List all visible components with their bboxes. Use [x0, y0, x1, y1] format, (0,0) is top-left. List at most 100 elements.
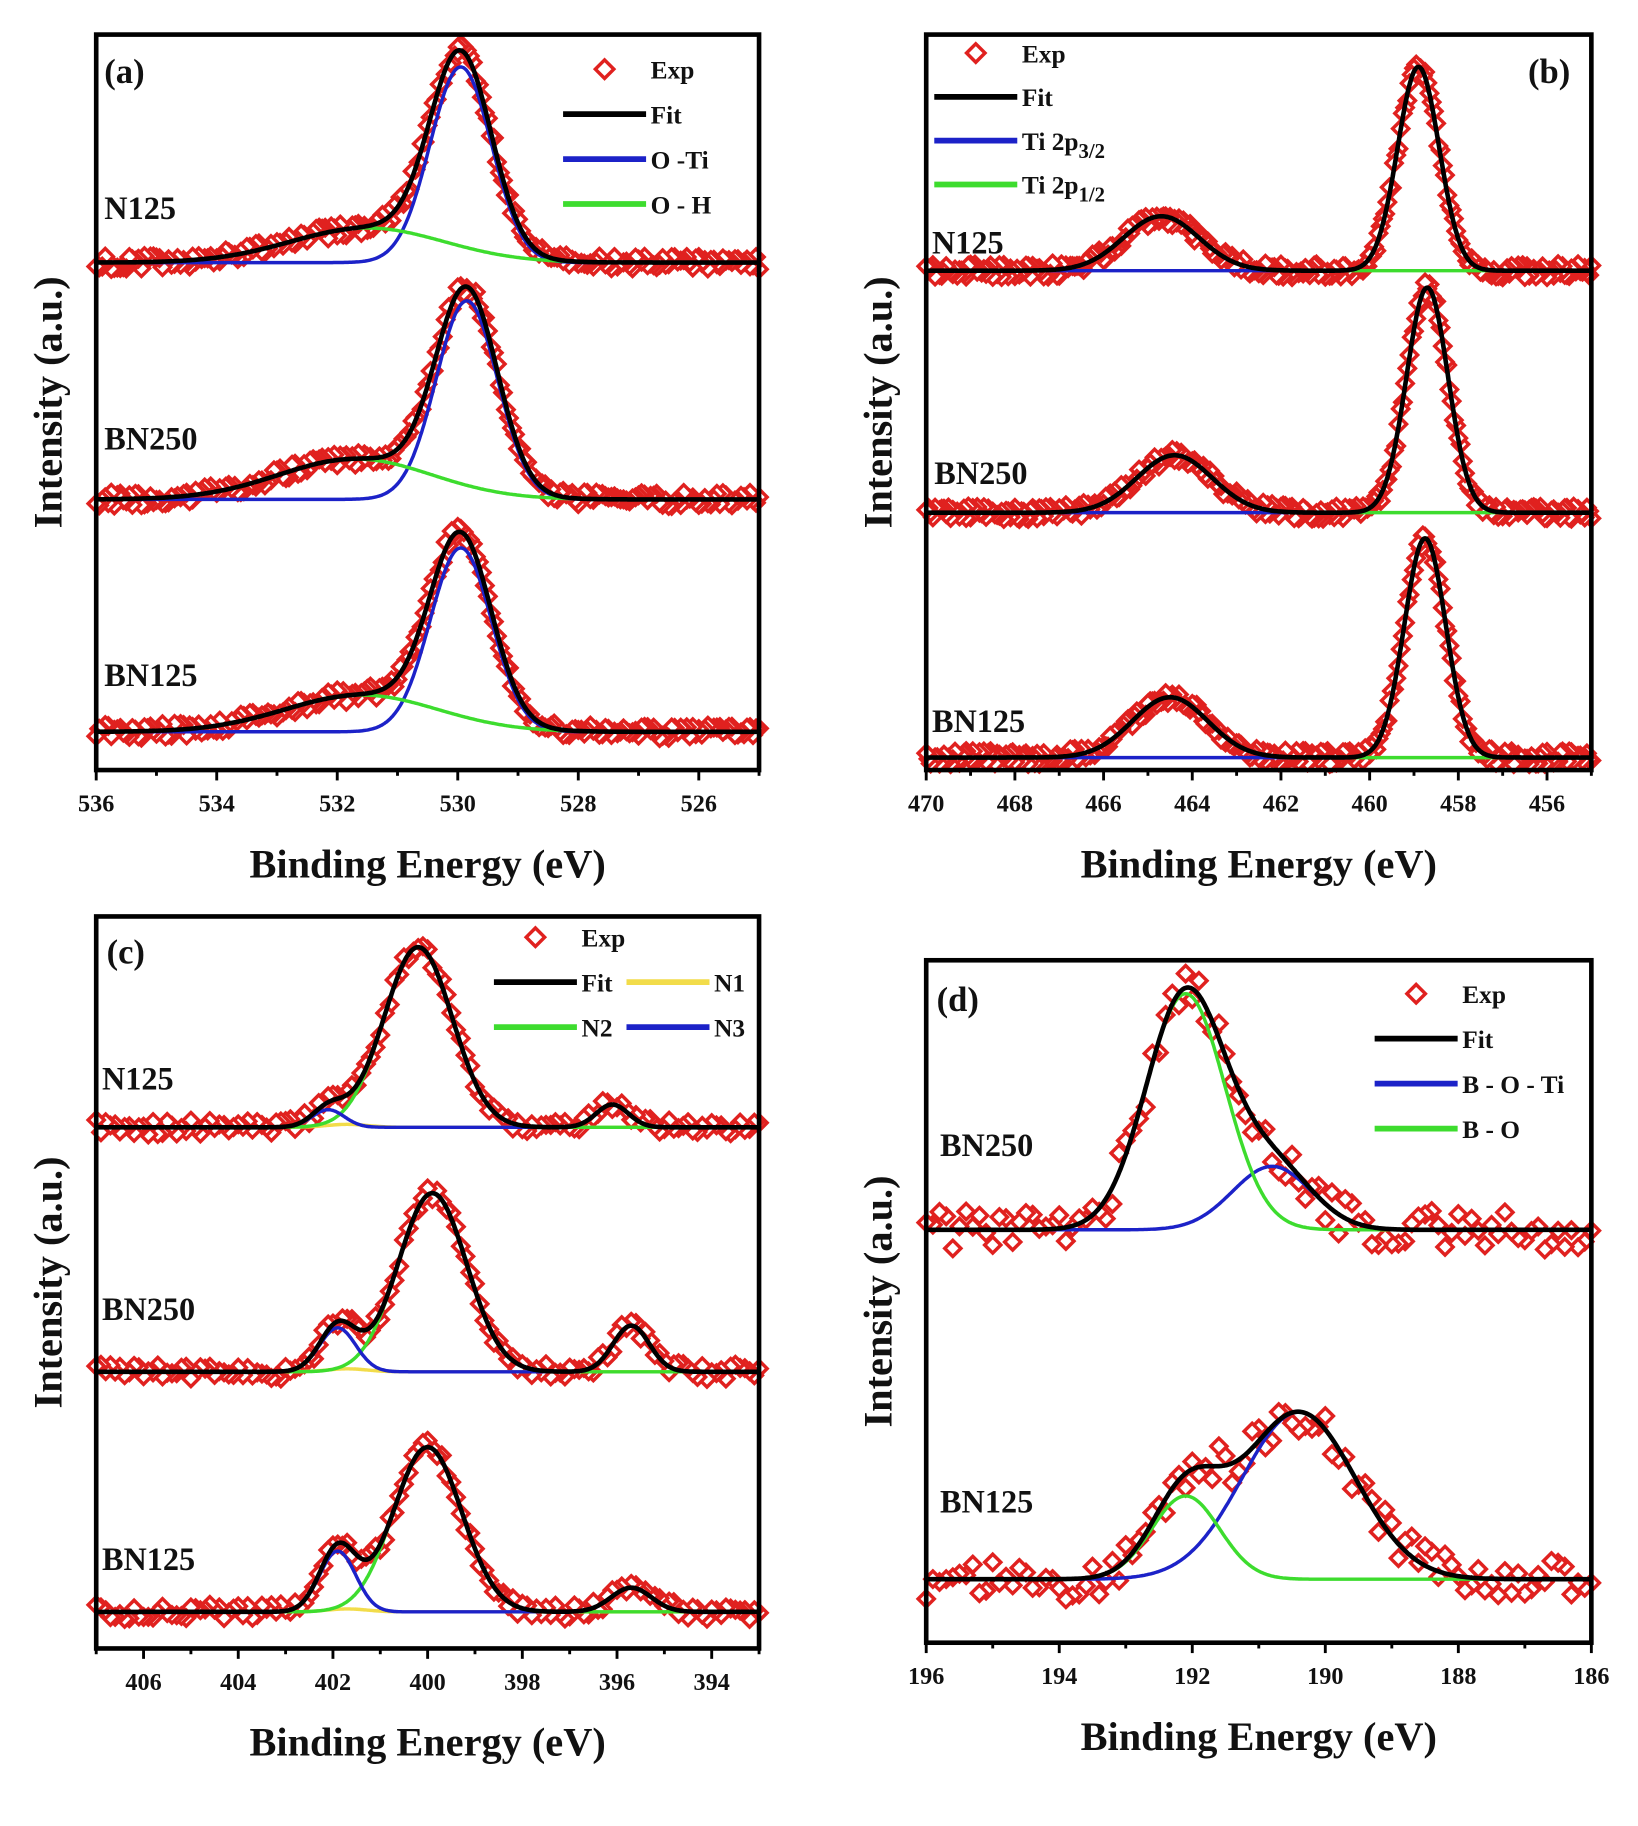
exp-point: [1208, 1435, 1230, 1457]
exp-point: [988, 1206, 1010, 1228]
exp-point: [1115, 1534, 1137, 1556]
exp-point: [1387, 1547, 1409, 1569]
panel-label: (b): [1528, 53, 1570, 91]
panel-b: 470 468 466 464 462 460 458 456 Binding Energy (…: [856, 32, 1602, 886]
legend-item: N1: [626, 969, 745, 997]
exp-point: [955, 1200, 977, 1223]
exp-point: [1188, 1464, 1210, 1486]
exp-point: [982, 1551, 1004, 1573]
fit-line: [96, 529, 760, 735]
exp-point: [1321, 1443, 1343, 1465]
x-tick-label: 192: [1174, 1663, 1210, 1690]
panel-a: 536 534 532 530 528 526 Binding Energy (eV) Int…: [26, 32, 770, 886]
exp-point: [1055, 1230, 1077, 1252]
x-tick-label: 468: [997, 791, 1033, 818]
x-tick-label: 534: [199, 791, 235, 818]
x-tick-label: 394: [694, 1669, 730, 1696]
x-tick-label: 528: [560, 791, 596, 818]
legend-item: N2: [493, 1014, 613, 1042]
x-tick-label: 400: [409, 1669, 445, 1696]
legend-label: Fit: [651, 101, 683, 129]
y-axis-label: Intensity (a.u.): [26, 1156, 71, 1408]
panel-d: 196 194 192 190 188 186 Binding Energy (eV) Int…: [856, 957, 1610, 1759]
fit-line: [96, 47, 760, 265]
sample-label: BN125: [102, 1541, 195, 1577]
exp-point: [1447, 1203, 1469, 1225]
fit-line: [96, 944, 760, 1130]
fit-line: [926, 285, 1592, 515]
exp-point: [1241, 1121, 1263, 1143]
sample-label: N125: [102, 1060, 174, 1096]
legend-subscript: 3/2: [1079, 141, 1106, 163]
x-tick-label: 536: [78, 791, 114, 818]
legend-item: N3: [626, 1014, 745, 1042]
x-tick-label: 396: [599, 1669, 635, 1696]
component-line: [96, 299, 760, 502]
fit-line: [96, 1190, 760, 1375]
exp-point: [982, 1234, 1004, 1256]
exp-points: [85, 935, 770, 1630]
x-tick-label: 402: [315, 1669, 351, 1696]
x-tick-label: 406: [125, 1669, 161, 1696]
legend-label: Fit: [1022, 84, 1054, 112]
legend-item: Ti 2p1/2: [934, 172, 1105, 207]
sample-label: BN250: [934, 455, 1027, 491]
legend-exp-marker-icon: [1404, 982, 1428, 1006]
x-tick-label: 196: [908, 1663, 944, 1690]
legend-label: Exp: [582, 924, 626, 952]
fit-line: [926, 1409, 1592, 1582]
y-axis-label: Intensity (a.u.): [856, 276, 901, 528]
fit-line: [96, 1444, 760, 1615]
exp-points: [915, 54, 1602, 775]
x-tick-label: 398: [504, 1669, 540, 1696]
legend: Exp Fit Ti 2p3/2 Ti 2p1/2: [934, 40, 1105, 207]
panel-c: 406 404 402 400 398 396 394 Binding Energy (eV)…: [26, 914, 770, 1765]
exp-point: [1281, 1144, 1303, 1166]
x-tick-label: 464: [1174, 791, 1210, 818]
sample-label: BN250: [102, 1291, 195, 1327]
y-axis-label: Intensity (a.u.): [856, 1175, 901, 1427]
exp-point: [1540, 1550, 1562, 1572]
x-tick-label: 456: [1529, 791, 1565, 818]
legend: Exp Fit N1 N2 N3: [493, 924, 745, 1042]
x-tick-label: 458: [1440, 791, 1476, 818]
x-tick-label: 460: [1352, 791, 1388, 818]
legend-subscript: 1/2: [1079, 185, 1106, 207]
exp-point: [968, 1582, 990, 1604]
x-tick-label: 530: [440, 791, 476, 818]
legend-exp-marker-icon: [964, 41, 988, 65]
fit-line: [926, 536, 1592, 760]
x-tick-label: 532: [319, 791, 355, 818]
x-tick-label: 194: [1041, 1663, 1077, 1690]
legend-item: Fit: [1374, 1026, 1494, 1054]
legend-label: Exp: [651, 56, 695, 84]
x-tick-label: 466: [1085, 791, 1121, 818]
exp-point: [1022, 1577, 1044, 1599]
x-axis-label: Binding Energy (eV): [1081, 1714, 1437, 1759]
exp-point: [1534, 1238, 1556, 1260]
plot-frame: [923, 32, 1594, 773]
exp-point: [1175, 963, 1197, 985]
legend-label: N3: [714, 1014, 745, 1042]
exp-point: [1381, 1512, 1403, 1534]
x-axis-label: Binding Energy (eV): [249, 1720, 605, 1765]
exp-point: [1474, 1234, 1496, 1256]
exp-point: [1454, 1579, 1476, 1601]
exp-point: [1081, 1556, 1104, 1578]
exp-point: [1560, 1583, 1582, 1605]
exp-point: [1414, 1535, 1436, 1557]
legend-item: Ti 2p3/2: [934, 128, 1105, 163]
exp-point: [1494, 1201, 1516, 1223]
x-tick-label: 186: [1573, 1663, 1609, 1690]
legend-label: O - H: [651, 191, 712, 219]
legend-exp-marker-icon: [592, 57, 617, 81]
plot-frame: [923, 957, 1594, 1646]
x-tick-label: 462: [1263, 791, 1299, 818]
x-axis-label: Binding Energy (eV): [249, 841, 605, 886]
exp-point: [1088, 1583, 1110, 1605]
fit-line: [926, 985, 1592, 1233]
fit-line: [96, 284, 760, 502]
y-axis-label: Intensity (a.u.): [26, 276, 71, 528]
legend-label: Exp: [1022, 40, 1066, 68]
legend-label: Ti 2p3/2: [1022, 128, 1105, 163]
